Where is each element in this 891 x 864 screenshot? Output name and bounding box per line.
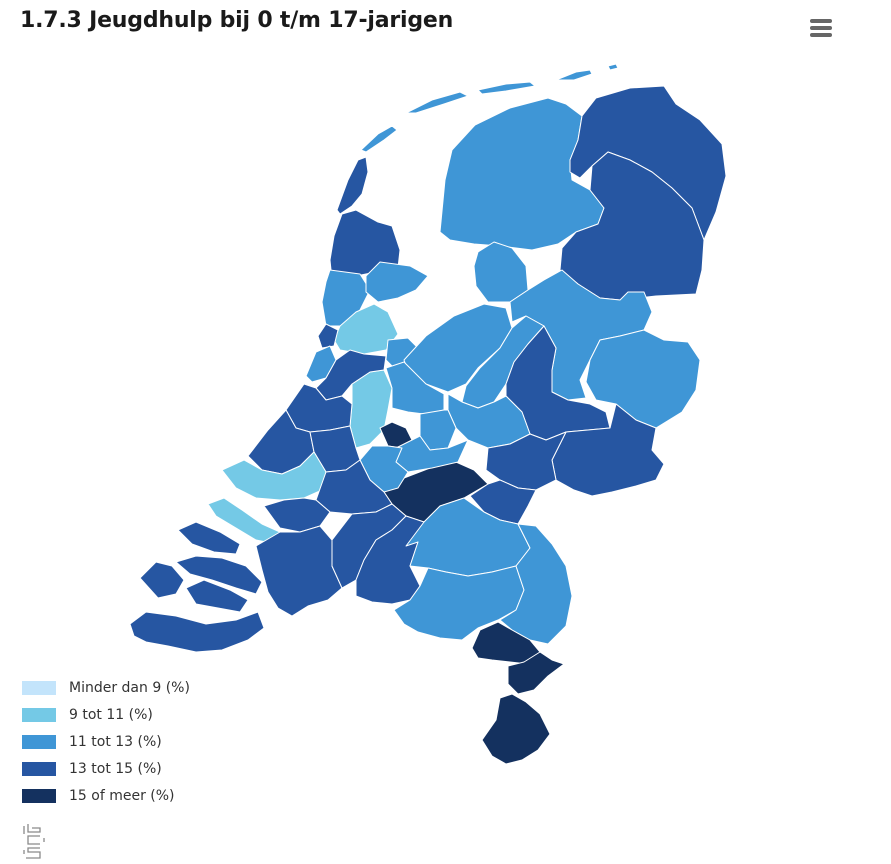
region-drechtsteden[interactable] bbox=[263, 497, 331, 533]
region-vlieland[interactable] bbox=[360, 125, 398, 153]
netherlands-map bbox=[129, 63, 727, 765]
region-rottumeroog[interactable] bbox=[607, 63, 619, 71]
legend-label: 13 tot 15 (%) bbox=[69, 760, 162, 777]
region-texel[interactable] bbox=[336, 156, 369, 215]
chart-title: 1.7.3 Jeugdhulp bij 0 t/m 17-jarigen bbox=[20, 8, 454, 33]
hamburger-menu-icon[interactable] bbox=[806, 14, 836, 42]
region-walcheren[interactable] bbox=[185, 579, 249, 613]
region-arnhem[interactable] bbox=[485, 431, 567, 491]
legend-label: 11 tot 13 (%) bbox=[69, 733, 162, 750]
region-achterhoek[interactable] bbox=[551, 403, 665, 497]
region-zuid-limburg[interactable] bbox=[481, 693, 551, 765]
region-helmond[interactable] bbox=[499, 523, 573, 645]
legend-swatch bbox=[22, 707, 56, 722]
region-schiermonnikoog[interactable] bbox=[555, 69, 593, 81]
legend-item-9-tot-11[interactable]: 9 tot 11 (%) bbox=[22, 701, 190, 728]
region-schouwen[interactable] bbox=[139, 561, 185, 599]
cbs-logo-icon bbox=[23, 824, 45, 859]
region-twente[interactable] bbox=[585, 329, 701, 429]
region-tilburg[interactable] bbox=[355, 515, 425, 605]
legend-label: Minder dan 9 (%) bbox=[69, 679, 190, 696]
legend: Minder dan 9 (%) 9 tot 11 (%) 11 tot 13 … bbox=[22, 674, 190, 809]
legend-item-15-of-meer[interactable]: 15 of meer (%) bbox=[22, 782, 190, 809]
region-noordoostpolder[interactable] bbox=[473, 241, 529, 303]
region-midden-limburg[interactable] bbox=[507, 651, 565, 695]
legend-swatch bbox=[22, 734, 56, 749]
region-goeree[interactable] bbox=[177, 521, 241, 555]
region-tholen[interactable] bbox=[175, 555, 263, 595]
legend-item-13-tot-15[interactable]: 13 tot 15 (%) bbox=[22, 755, 190, 782]
legend-label: 9 tot 11 (%) bbox=[69, 706, 153, 723]
legend-swatch bbox=[22, 788, 56, 803]
legend-item-minder-dan-9[interactable]: Minder dan 9 (%) bbox=[22, 674, 190, 701]
legend-swatch bbox=[22, 680, 56, 695]
legend-label: 15 of meer (%) bbox=[69, 787, 175, 804]
region-zaanstreek[interactable] bbox=[317, 323, 339, 349]
region-noord-holland-east[interactable] bbox=[365, 261, 429, 303]
legend-item-11-tot-13[interactable]: 11 tot 13 (%) bbox=[22, 728, 190, 755]
region-terschelling[interactable] bbox=[405, 91, 469, 114]
region-ameland[interactable] bbox=[477, 81, 536, 95]
legend-swatch bbox=[22, 761, 56, 776]
region-zeeuws-vlaanderen[interactable] bbox=[129, 611, 265, 653]
region-west-brabant[interactable] bbox=[255, 525, 343, 617]
